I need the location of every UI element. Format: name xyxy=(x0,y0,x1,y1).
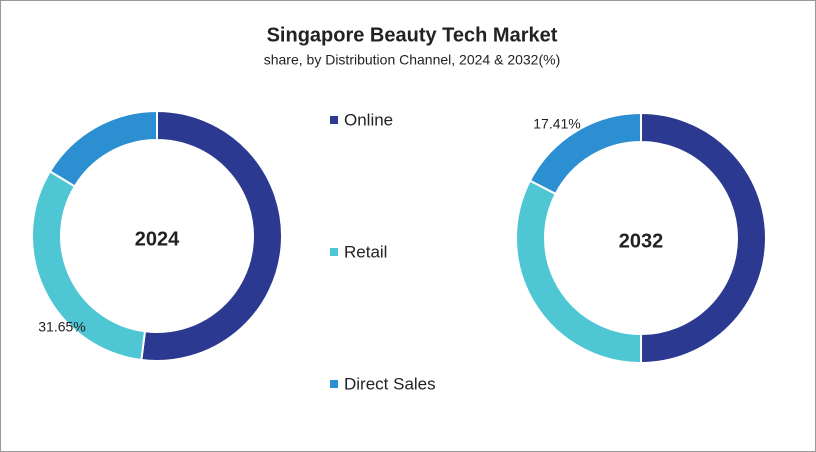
center-label: 2032 xyxy=(619,230,664,252)
donut-segment xyxy=(528,111,642,196)
donut-segment xyxy=(140,109,283,362)
legend-swatch xyxy=(330,380,338,388)
donut-segment xyxy=(640,111,767,365)
legend-swatch xyxy=(330,116,338,124)
legend-label: Direct Sales xyxy=(344,374,436,393)
donut-segment xyxy=(48,109,158,188)
chart-title: Singapore Beauty Tech Market xyxy=(267,24,558,46)
legend-label: Retail xyxy=(344,242,387,261)
data-label: 31.65% xyxy=(38,319,85,335)
legend-swatch xyxy=(330,248,338,256)
center-label: 2024 xyxy=(135,228,180,250)
chart-subtitle: share, by Distribution Channel, 2024 & 2… xyxy=(264,52,561,68)
data-label: 17.41% xyxy=(533,116,580,132)
legend-label: Online xyxy=(344,110,393,129)
